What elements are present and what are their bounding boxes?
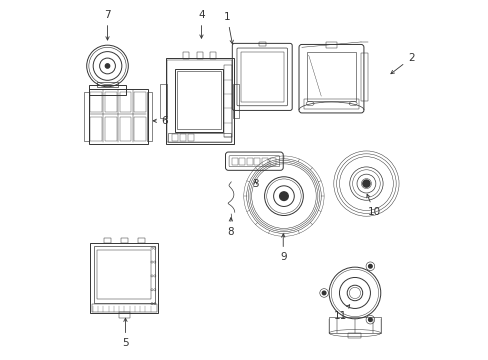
Bar [138,238,144,243]
Bar [239,158,245,165]
Bar [160,84,166,118]
Bar [88,89,147,144]
Bar [306,52,355,101]
Bar [119,117,131,141]
Bar [119,312,129,318]
Circle shape [279,192,287,201]
Text: 2: 2 [390,53,414,74]
Bar [180,134,185,140]
Bar [269,158,275,165]
Bar [84,92,89,140]
Bar [231,158,237,165]
Text: 8: 8 [227,218,234,237]
Bar [183,51,188,59]
Bar [97,82,118,87]
Bar [246,158,252,165]
Text: 11: 11 [333,305,349,320]
Bar [92,304,156,312]
Text: 7: 7 [104,10,111,40]
Bar [94,246,155,303]
Bar [258,42,265,46]
Bar [196,51,202,59]
Circle shape [362,180,369,187]
Bar [241,52,283,102]
Bar [134,92,146,112]
Text: 9: 9 [279,234,286,262]
Bar [168,133,230,142]
Bar [119,92,131,112]
Bar [187,134,193,140]
Circle shape [322,291,325,295]
Bar [90,92,102,112]
Bar [90,243,158,313]
Bar [176,71,221,130]
Bar [210,51,216,59]
Bar [104,92,117,112]
Bar [325,41,336,48]
Circle shape [105,64,109,68]
Text: 3: 3 [251,179,258,189]
Bar [328,317,380,333]
Bar [97,250,151,299]
Bar [104,117,117,141]
Bar [254,158,260,165]
Bar [167,60,231,142]
Bar [165,58,233,144]
Bar [174,69,223,132]
Bar [348,333,361,338]
Bar [121,238,128,243]
Bar [134,117,146,141]
Bar [103,238,111,243]
Text: 5: 5 [122,318,128,348]
Text: 6: 6 [153,116,168,126]
Bar [90,117,102,141]
Bar [223,65,231,137]
Text: 10: 10 [366,194,380,217]
Bar [147,92,152,140]
Circle shape [368,318,371,321]
Bar [262,158,267,165]
Bar [172,134,178,140]
Circle shape [368,265,371,268]
Bar [89,85,126,95]
Bar [232,84,239,118]
Text: 4: 4 [198,10,204,38]
Text: 1: 1 [224,12,233,44]
Bar [360,53,367,101]
Bar [303,99,359,109]
